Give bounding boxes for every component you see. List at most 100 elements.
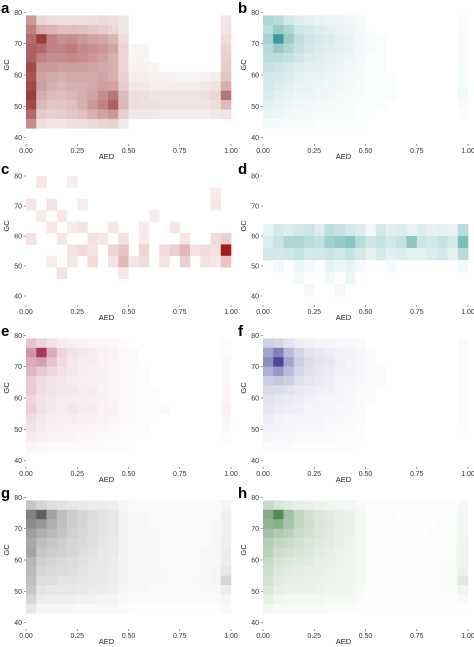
heatmap-cell: [345, 272, 356, 285]
heatmap-cell: [416, 528, 428, 539]
heatmap-cell: [67, 338, 78, 349]
heatmap-cell: [210, 585, 222, 595]
heatmap-cell: [56, 109, 68, 120]
heatmap-cell: [304, 528, 315, 539]
heatmap-cell: [334, 24, 346, 35]
heatmap-cell: [179, 519, 191, 529]
heatmap-cell: [304, 394, 315, 405]
heatmap-cell: [128, 603, 140, 614]
y-axis-title: GC: [2, 544, 11, 556]
y-tick-label: 40: [251, 135, 259, 142]
heatmap-cell: [138, 221, 150, 234]
heatmap-cell: [138, 43, 150, 54]
heatmap-cell: [77, 585, 88, 595]
heatmap-cell: [345, 585, 356, 595]
heatmap-cell: [263, 547, 274, 558]
heatmap-cell: [334, 538, 346, 548]
y-tick-label: 60: [251, 558, 259, 565]
heatmap-cell: [457, 24, 469, 35]
heatmap-cell: [118, 547, 129, 558]
x-tick-label: 0.00: [19, 471, 33, 478]
heatmap-cell: [56, 233, 68, 245]
heatmap-cell: [67, 24, 78, 35]
heatmap-cell: [314, 519, 325, 529]
heatmap-cell: [345, 109, 356, 120]
heatmap-cell: [179, 244, 191, 257]
heatmap-cell: [355, 62, 366, 73]
heatmap-cell: [273, 441, 284, 452]
heatmap-cell: [118, 62, 129, 73]
heatmap-cell: [314, 118, 325, 129]
heatmap-cell: [108, 603, 119, 614]
heatmap-cell: [375, 538, 387, 548]
heatmap-cell: [304, 24, 315, 35]
heatmap-cell: [324, 441, 336, 452]
heatmap-cell: [128, 347, 140, 358]
y-tick-label: 80: [251, 333, 259, 340]
heatmap-cell: [87, 538, 99, 548]
heatmap-cell: [26, 90, 37, 101]
heatmap-cell: [304, 509, 315, 520]
heatmap-panel-b: b 40 50 60 70 80 0.00 0.25 0.50 0.75 1.00 AED GC: [237, 0, 474, 161]
heatmap-cell: [375, 248, 387, 261]
heatmap-cell: [36, 594, 47, 605]
heatmap-cell: [190, 528, 201, 539]
heatmap-cell: [159, 603, 170, 614]
heatmap-cell: [56, 357, 68, 367]
heatmap-cell: [77, 394, 88, 405]
heatmap-cell: [457, 43, 469, 54]
panel-letter: f: [238, 323, 243, 340]
heatmap-panel-h: h 40 50 60 70 80 0.00 0.25 0.50 0.75 1.00 AED GC: [237, 485, 474, 646]
x-tick-label: 0.50: [359, 471, 373, 478]
heatmap-cell: [324, 547, 336, 558]
heatmap-cell: [345, 347, 356, 358]
heatmap-cell: [457, 603, 469, 614]
x-tick-label: 1.00: [224, 309, 238, 316]
heatmap-cell: [149, 210, 160, 222]
heatmap-cell: [447, 603, 459, 614]
heatmap-cell: [46, 556, 58, 567]
heatmap-cell: [355, 71, 366, 82]
heatmap-cell: [26, 575, 37, 586]
heatmap-cell: [169, 81, 181, 91]
heatmap-cell: [67, 34, 78, 44]
y-tick-label: 40: [14, 620, 22, 627]
heatmap-cell: [56, 413, 68, 424]
heatmap-cell: [314, 556, 325, 567]
heatmap-cell: [293, 528, 305, 539]
heatmap-cell: [283, 413, 295, 424]
heatmap-cell: [67, 404, 78, 414]
heatmap-cell: [324, 260, 336, 273]
y-tick-label: 60: [14, 396, 22, 403]
heatmap-cell: [118, 267, 129, 279]
heatmap-cell: [159, 244, 170, 257]
heatmap-cell: [365, 248, 377, 261]
heatmap-cell: [324, 413, 336, 424]
heatmap-cell: [190, 90, 201, 101]
heatmap-cell: [324, 236, 336, 249]
heatmap-cell: [447, 575, 459, 586]
heatmap-cell: [355, 53, 366, 63]
heatmap-cell: [210, 81, 222, 91]
heatmap-cell: [283, 109, 295, 120]
heatmap-cell: [365, 62, 377, 73]
heatmap-cell: [200, 255, 211, 268]
heatmap-cell: [334, 376, 346, 386]
panel-letter: h: [238, 485, 248, 502]
heatmap-cell: [334, 62, 346, 73]
x-tick-label: 0.25: [70, 309, 84, 316]
heatmap-cell: [283, 519, 295, 529]
heatmap-cell: [314, 566, 325, 576]
y-tick-label: 70: [14, 41, 22, 48]
heatmap-cell: [324, 71, 336, 82]
heatmap-cell: [128, 366, 140, 377]
heatmap-cell: [293, 118, 305, 129]
heatmap-cell: [324, 357, 336, 367]
heatmap-cell: [220, 90, 232, 101]
heatmap-cell: [138, 585, 150, 595]
heatmap-cell: [283, 62, 295, 73]
x-axis-title: AED: [336, 313, 352, 322]
heatmap-cell: [263, 575, 274, 586]
heatmap-cell: [46, 519, 58, 529]
heatmap-cell: [324, 575, 336, 586]
